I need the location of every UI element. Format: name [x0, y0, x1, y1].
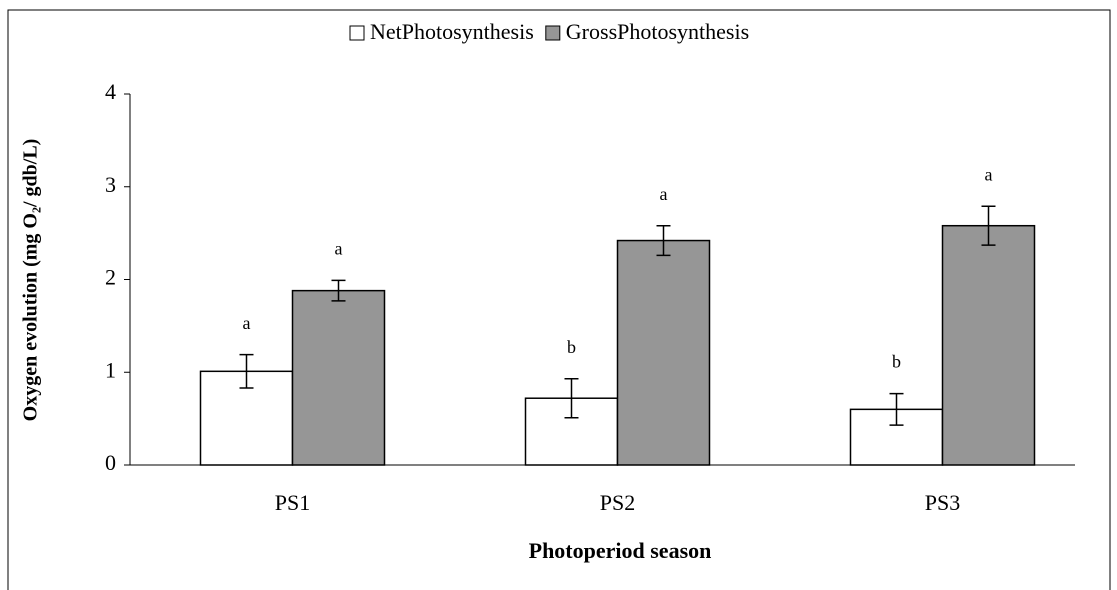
error-bar [564, 377, 579, 419]
y-tick-label: 2 [105, 265, 116, 290]
error-bar [239, 353, 254, 389]
significance-letter: a [985, 164, 993, 184]
error-bar [331, 279, 346, 302]
y-axis-label: Oxygen evolution (mg O₂/ gdb/L) [20, 139, 42, 422]
frame [7, 9, 1111, 590]
bar [291, 289, 386, 466]
x-tick-label: PS1 [275, 490, 310, 515]
y-tick-label: 3 [105, 172, 116, 197]
legend-swatch [349, 25, 365, 41]
x-tick-label: PS3 [925, 490, 960, 515]
legend-label: GrossPhotosynthesis [566, 19, 749, 44]
error-bar [981, 205, 996, 246]
y-tick-label: 0 [105, 450, 116, 475]
significance-letter: b [892, 352, 901, 372]
error-bar [889, 392, 904, 426]
y-tick-label: 4 [105, 79, 116, 104]
significance-letter: a [335, 239, 343, 259]
y-tick-label: 1 [105, 357, 116, 382]
bar [941, 224, 1036, 466]
legend-label: NetPhotosynthesis [370, 19, 534, 44]
legend-swatch [545, 25, 561, 41]
significance-letter: b [567, 337, 576, 357]
significance-letter: a [660, 184, 668, 204]
x-tick-label: PS2 [600, 490, 635, 515]
bar [616, 239, 711, 466]
error-bar [656, 224, 671, 257]
x-axis-label: Photoperiod season [529, 538, 712, 563]
significance-letter: a [243, 313, 251, 333]
